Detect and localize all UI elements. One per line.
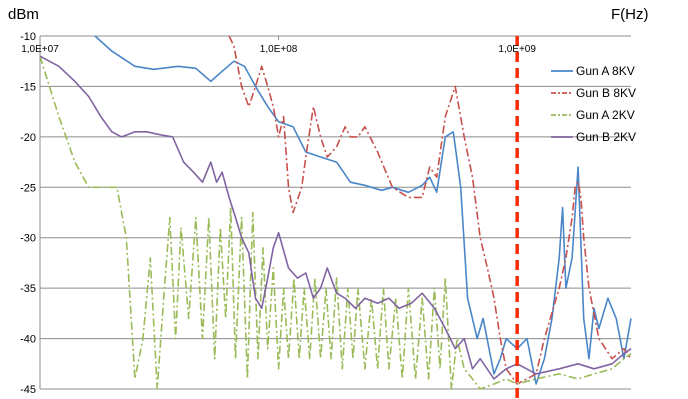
y-tick-label: -15 <box>20 81 36 93</box>
legend-label: Gun B 2KV <box>576 130 636 144</box>
series <box>39 35 632 390</box>
y-tick-label: -40 <box>20 334 36 346</box>
x-tick-label: 1,0E+07 <box>21 44 59 55</box>
y-tick-label: -10 <box>20 31 36 43</box>
grid <box>40 35 631 390</box>
tick-labels: -10 -15 -20 -25 -30 -35 -40 -45 1,0E+07 1,0E+08 1,… <box>20 31 536 396</box>
x-tick-label: 1,0E+09 <box>498 44 536 55</box>
legend: Gun A 8KV Gun B 8KV Gun A 2KV Gun B 2KV <box>551 64 636 144</box>
axes <box>39 36 518 389</box>
y-tick-label: -30 <box>20 233 36 245</box>
legend-label: Gun A 8KV <box>576 64 635 78</box>
y-tick-label: -45 <box>20 384 36 396</box>
y-tick-label: -35 <box>20 283 36 295</box>
legend-label: Gun A 2KV <box>576 108 635 122</box>
legend-label: Gun B 8KV <box>576 86 636 100</box>
y-tick-label: -20 <box>20 132 36 144</box>
series-line-2 <box>228 35 632 385</box>
y-axis-unit: dBm <box>8 6 39 23</box>
x-tick-label: 1,0E+08 <box>260 44 298 55</box>
series-line-3 <box>39 55 632 390</box>
series-line-4 <box>39 55 632 380</box>
series-line-1 <box>94 35 632 385</box>
x-axis-unit: F(Hz) <box>611 6 649 23</box>
y-tick-label: -25 <box>20 182 36 194</box>
